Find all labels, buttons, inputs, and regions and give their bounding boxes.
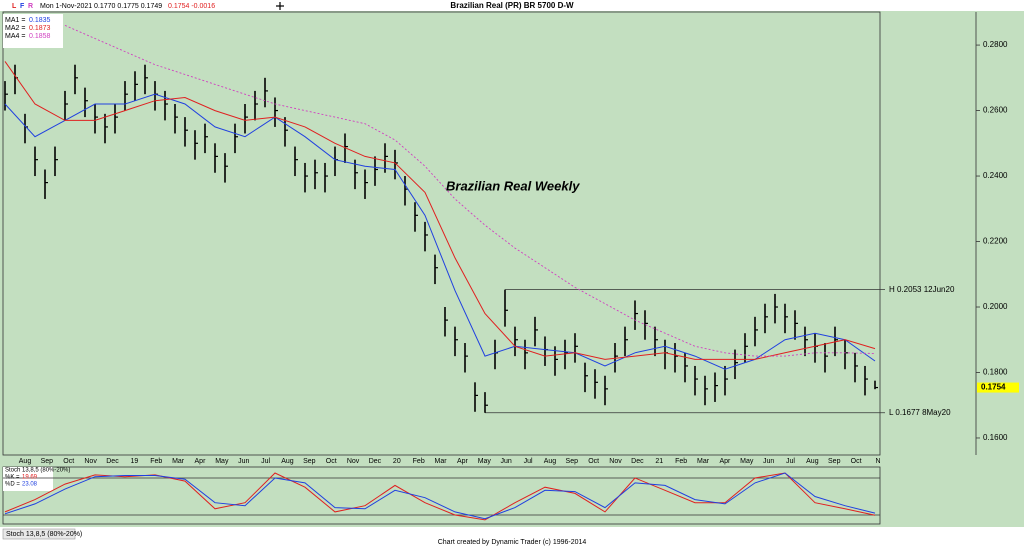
chart-title: Brazilian Real (PR) BR 5700 D-W (450, 1, 574, 10)
y-tick-label: 0.2600 (983, 106, 1008, 115)
moving-average (4, 93, 876, 370)
stoch-legend-box (3, 467, 53, 491)
crosshair-icon (276, 2, 284, 10)
ma-legend-box (3, 14, 63, 48)
header-date: Mon 1-Nov-2021 (40, 3, 92, 10)
x-tick-label: 20 (393, 458, 401, 465)
level-label: L 0.1677 8May20 (889, 408, 951, 417)
x-tick-label: Feb (413, 458, 425, 465)
x-tick-label: 19 (130, 458, 138, 465)
level-label: H 0.2053 12Jun20 (889, 285, 955, 294)
y-tick-label: 0.1800 (983, 368, 1008, 377)
price-panel-frame (2, 11, 881, 456)
x-tick-label: Jul (261, 458, 270, 465)
x-tick-label: Sep (303, 458, 316, 465)
x-tick-label: Mar (172, 458, 185, 465)
x-tick-label: Aug (19, 458, 32, 465)
x-tick-label: Sep (41, 458, 54, 465)
x-tick-label: May (478, 458, 492, 465)
stoch-title: Stoch 13,8,5 (80%-20%) (5, 468, 70, 474)
y-tick-label: 0.1600 (983, 433, 1008, 442)
legend-value: 0.1858 (29, 33, 51, 40)
stoch-tab-label[interactable]: Stoch 13,8,5 (80%-20%) (6, 531, 82, 538)
header-ohl: 0.1770 0.1775 0.1749 (94, 3, 162, 10)
x-tick-label: 21 (655, 458, 663, 465)
price-bars (4, 64, 878, 413)
stoch-panel-frame (2, 466, 881, 525)
y-tick-label: 0.2800 (983, 40, 1008, 49)
stoch-legend-value: 19.69 (22, 475, 38, 481)
y-tick-label: 0.2200 (983, 237, 1008, 246)
x-tick-label: Jun (501, 458, 512, 465)
header-flag: L (12, 3, 17, 10)
x-tick-label: Aug (806, 458, 819, 465)
x-tick-label: Nov (84, 458, 97, 465)
legend-value: 0.1873 (29, 25, 51, 32)
footer: Chart created by Dynamic Trader (c) 1996… (438, 539, 587, 546)
x-tick-label: Nov (609, 458, 622, 465)
stoch-legend-label: %D = (5, 482, 20, 488)
x-tick-label: Oct (63, 458, 74, 465)
header-flag: R (28, 3, 33, 10)
last-price-tag (977, 382, 1019, 393)
x-tick-label: Oct (851, 458, 862, 465)
legend-label: MA4 = (5, 33, 25, 40)
x-tick-label: Jul (786, 458, 795, 465)
moving-average (64, 24, 876, 357)
x-tick-label: Jun (763, 458, 774, 465)
x-tick-label: May (215, 458, 229, 465)
legend-value: 0.1835 (29, 17, 51, 24)
x-tick-label: Jul (524, 458, 533, 465)
x-tick-label: Dec (369, 458, 382, 465)
x-tick-label: Aug (281, 458, 294, 465)
x-tick-label: Mar (697, 458, 710, 465)
x-tick-label: Aug (544, 458, 557, 465)
chart-background (0, 11, 1024, 527)
annotation: Brazilian Real Weekly (446, 178, 580, 193)
header-change: 0.1754 -0.0016 (168, 3, 215, 10)
y-tick-label: 0.2400 (983, 171, 1008, 180)
x-tick-label: N (875, 458, 880, 465)
legend-label: MA2 = (5, 25, 25, 32)
y-tick-label: 0.2000 (983, 302, 1008, 311)
stoch-line (4, 472, 876, 520)
x-tick-label: Apr (457, 458, 469, 465)
x-tick-label: Nov (347, 458, 360, 465)
last-price-label: 0.1754 (981, 383, 1006, 392)
moving-average (4, 61, 876, 360)
stoch-tab[interactable] (2, 528, 76, 540)
header-flag: F (20, 3, 25, 10)
x-tick-label: Oct (326, 458, 337, 465)
x-tick-label: Jun (238, 458, 249, 465)
x-tick-label: Sep (566, 458, 579, 465)
x-tick-label: Dec (106, 458, 119, 465)
x-tick-label: Oct (588, 458, 599, 465)
x-tick-label: Feb (675, 458, 687, 465)
x-tick-label: Feb (150, 458, 162, 465)
x-tick-label: Dec (631, 458, 644, 465)
x-tick-label: Apr (719, 458, 731, 465)
x-tick-label: Apr (195, 458, 207, 465)
stoch-legend-label: %K = (5, 475, 20, 481)
x-tick-label: May (740, 458, 754, 465)
x-tick-label: Mar (435, 458, 448, 465)
x-tick-label: Sep (828, 458, 841, 465)
legend-label: MA1 = (5, 17, 25, 24)
stoch-legend-value: 23.08 (22, 482, 38, 488)
